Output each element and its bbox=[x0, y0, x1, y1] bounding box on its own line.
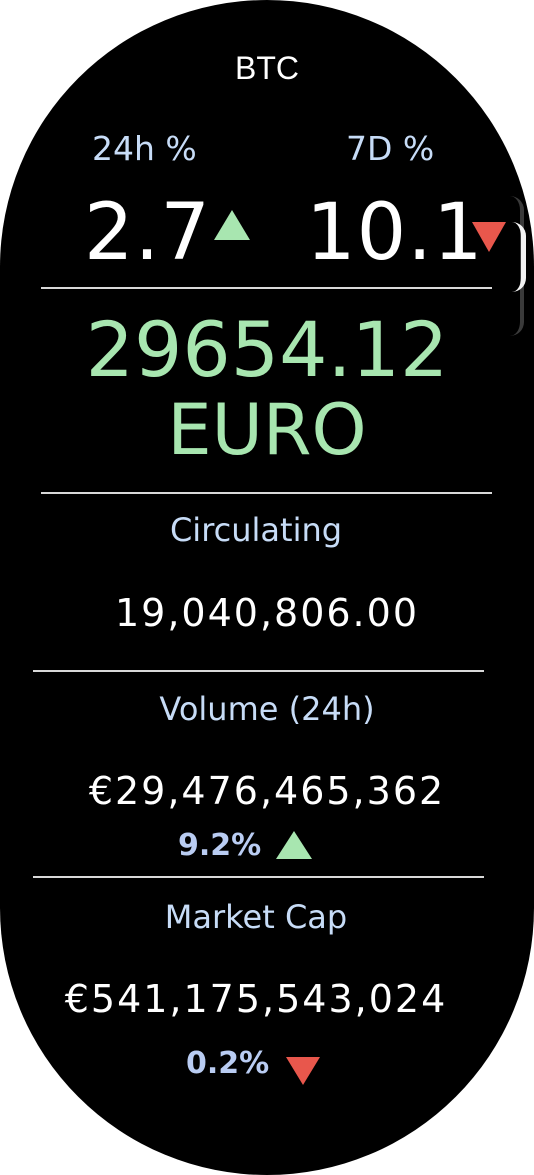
triangle-up-icon bbox=[276, 831, 312, 859]
change-24h-value: 2.7 bbox=[84, 190, 211, 276]
divider bbox=[41, 287, 492, 289]
circulating-label: Circulating bbox=[0, 509, 512, 551]
coin-symbol: BTC bbox=[0, 46, 534, 90]
market-cap-label: Market Cap bbox=[0, 896, 512, 938]
change-24h-label: 24h % bbox=[92, 128, 197, 170]
change-7d-value: 10.1 bbox=[306, 190, 484, 276]
triangle-down-icon bbox=[286, 1057, 320, 1085]
triangle-down-icon bbox=[472, 222, 506, 252]
price-value: 29654.12 bbox=[0, 306, 534, 394]
triangle-up-icon bbox=[214, 210, 250, 240]
divider bbox=[33, 876, 484, 878]
market-cap-change: 0.2% bbox=[186, 1045, 269, 1083]
market-cap-value: €541,175,543,024 bbox=[0, 976, 512, 1022]
divider bbox=[41, 492, 492, 494]
volume-label: Volume (24h) bbox=[0, 688, 534, 730]
circulating-value: 19,040,806.00 bbox=[0, 590, 534, 636]
divider bbox=[33, 670, 484, 672]
change-7d-label: 7D % bbox=[346, 128, 434, 170]
volume-change: 9.2% bbox=[178, 827, 261, 865]
scrollbar-thumb[interactable] bbox=[512, 222, 526, 292]
price-currency: EURO bbox=[0, 388, 534, 472]
volume-value: €29,476,465,362 bbox=[0, 768, 534, 814]
